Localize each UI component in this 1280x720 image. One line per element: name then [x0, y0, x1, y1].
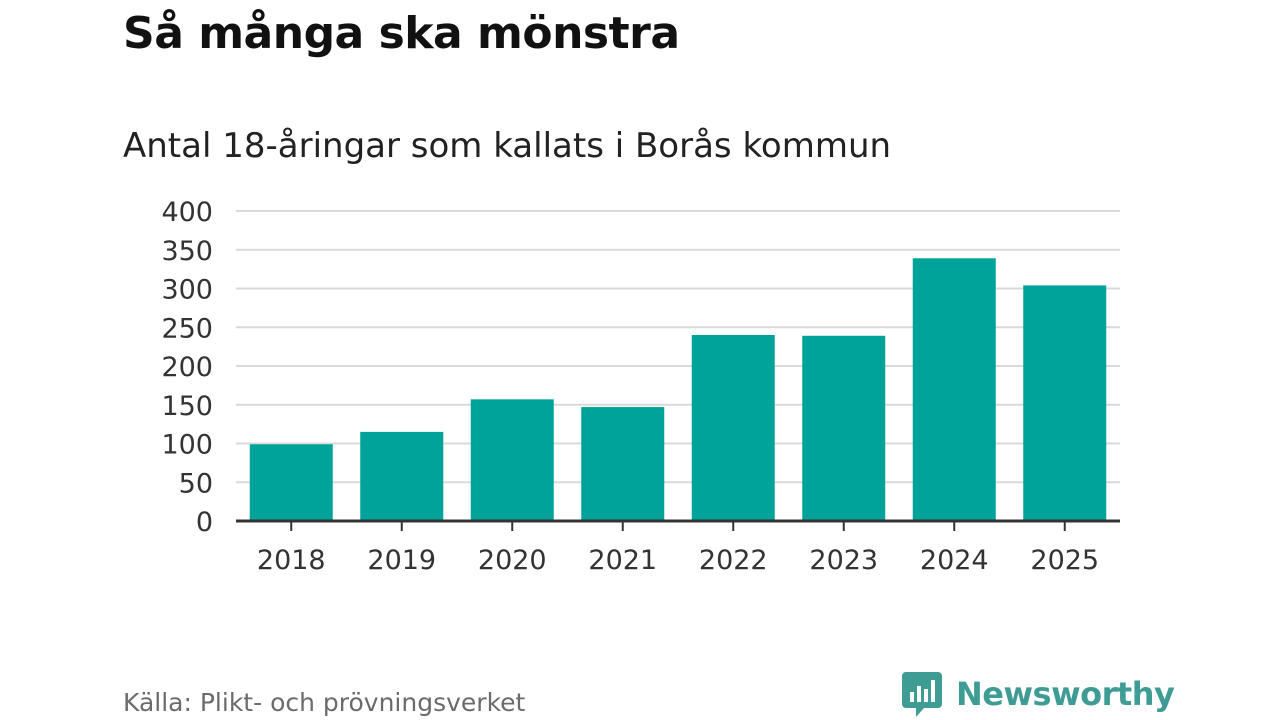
chart-title: Så många ska mönstra: [123, 8, 680, 59]
y-tick-label: 400: [161, 197, 213, 228]
y-tick-label: 100: [161, 430, 213, 461]
y-tick-label: 150: [161, 391, 213, 422]
x-tick-label: 2022: [699, 545, 768, 576]
bar-chart: 0 50 100 150 200 250 300 350 400 2018 2019 2020 202…: [161, 197, 1120, 576]
source-note: Källa: Plikt- och prövningsverket: [123, 688, 526, 717]
x-tick-label: 2025: [1030, 545, 1099, 576]
bar-2019: [360, 431, 444, 521]
x-tick-label: 2021: [588, 545, 657, 576]
x-axis-ticks: 2018 2019 2020 2021 2022 2023 2024 2025: [257, 521, 1099, 576]
y-tick-label: 0: [196, 507, 213, 538]
brand-name: Newsworthy: [956, 675, 1175, 713]
y-axis-ticks: 0 50 100 150 200 250 300 350 400: [161, 197, 213, 538]
x-tick-label: 2020: [478, 545, 547, 576]
newsworthy-logo-icon: [902, 672, 942, 717]
x-tick-label: 2024: [920, 545, 989, 576]
chart-subtitle: Antal 18-åringar som kallats i Borås kom…: [123, 126, 892, 166]
bar-2018: [249, 444, 333, 521]
bar-2020: [470, 399, 554, 521]
bar-2022: [691, 335, 775, 521]
y-tick-label: 200: [161, 352, 213, 383]
y-tick-label: 350: [161, 236, 213, 267]
bar-2023: [802, 335, 886, 521]
bar-2021: [581, 407, 665, 521]
y-tick-label: 50: [179, 468, 213, 499]
bars: [249, 258, 1107, 521]
bar-2024: [912, 258, 996, 521]
bar-2025: [1023, 285, 1107, 521]
x-tick-label: 2018: [257, 545, 326, 576]
x-tick-label: 2019: [367, 545, 436, 576]
y-tick-label: 250: [161, 313, 213, 344]
x-tick-label: 2023: [809, 545, 878, 576]
brand-logo: Newsworthy: [902, 670, 1175, 718]
y-tick-label: 300: [161, 275, 213, 306]
